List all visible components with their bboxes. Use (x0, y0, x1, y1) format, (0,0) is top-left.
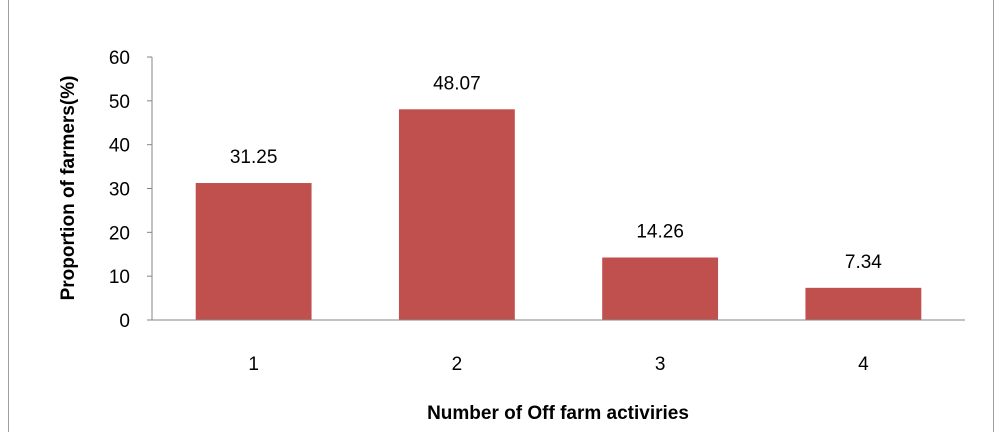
data-label-4: 7.34 (845, 252, 882, 273)
y-axis-title: Proportion of farmers(%) (58, 76, 79, 301)
data-label-2: 48.07 (433, 73, 481, 94)
bar-2 (398, 109, 515, 320)
data-label-1: 31.25 (230, 147, 278, 168)
data-label-3: 14.26 (636, 221, 684, 242)
x-tick-label: 2 (452, 354, 463, 375)
y-tick-label: 30 (109, 180, 130, 201)
data-labels: 31.25 48.07 14.26 7.34 (230, 73, 882, 273)
bar-4 (805, 287, 922, 320)
y-tick-label: 20 (109, 223, 130, 244)
x-tick-label: 4 (858, 354, 869, 375)
y-tick-label: 40 (109, 136, 130, 157)
bar-1 (195, 183, 312, 320)
y-tick-label: 60 (109, 48, 130, 69)
x-tick-label: 1 (248, 354, 259, 375)
x-axis-ticks: 1 2 3 4 (248, 354, 869, 375)
y-tick-label: 10 (109, 267, 130, 288)
x-tick-label: 3 (655, 354, 666, 375)
x-axis-title: Number of Off farm activiries (427, 403, 689, 424)
bar-3 (602, 257, 719, 320)
y-axis-ticks: 0 10 20 30 40 50 60 (109, 48, 152, 332)
y-tick-label: 0 (119, 311, 130, 332)
y-tick-label: 50 (109, 92, 130, 113)
bars (195, 109, 922, 320)
